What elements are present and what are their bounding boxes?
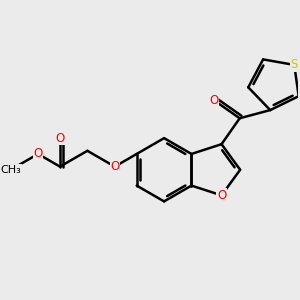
Text: O: O bbox=[56, 132, 64, 145]
Text: O: O bbox=[217, 189, 226, 202]
Text: O: O bbox=[209, 94, 218, 106]
Text: CH₃: CH₃ bbox=[0, 165, 21, 175]
Text: O: O bbox=[34, 148, 43, 160]
Text: S: S bbox=[291, 58, 298, 71]
Text: O: O bbox=[110, 160, 119, 173]
